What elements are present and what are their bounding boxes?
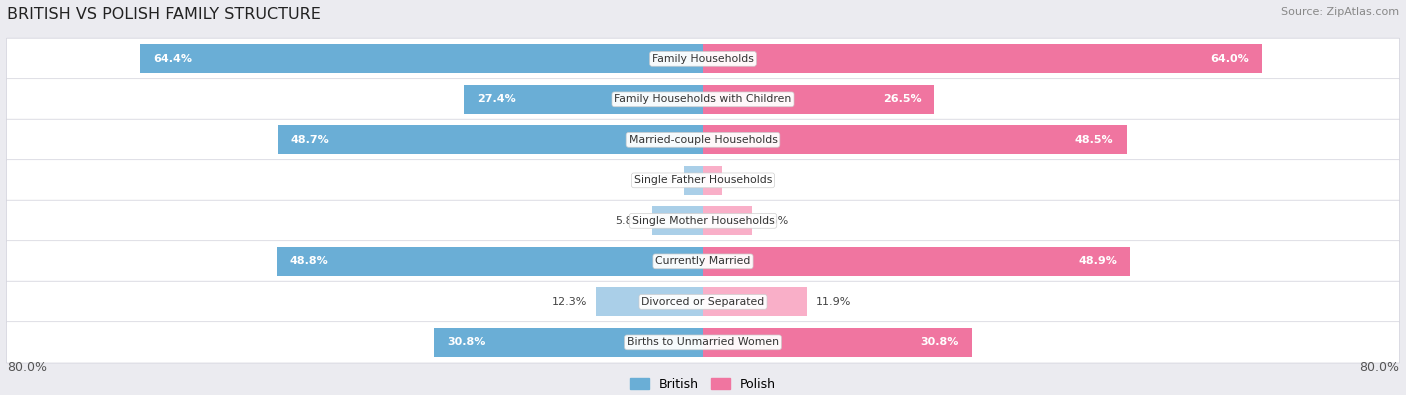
Bar — [141, 44, 703, 73]
Text: 80.0%: 80.0% — [7, 361, 46, 374]
Bar — [703, 287, 807, 316]
Text: 48.9%: 48.9% — [1078, 256, 1116, 266]
Text: 11.9%: 11.9% — [815, 297, 851, 307]
Text: 48.5%: 48.5% — [1076, 135, 1114, 145]
Text: 30.8%: 30.8% — [921, 337, 959, 347]
FancyBboxPatch shape — [7, 38, 1399, 79]
Text: 5.8%: 5.8% — [616, 216, 644, 226]
Text: Married-couple Households: Married-couple Households — [628, 135, 778, 145]
Bar — [464, 85, 703, 114]
Text: Currently Married: Currently Married — [655, 256, 751, 266]
Text: 64.0%: 64.0% — [1211, 54, 1249, 64]
Text: 5.6%: 5.6% — [761, 216, 789, 226]
Bar — [683, 166, 703, 195]
Text: Family Households with Children: Family Households with Children — [614, 94, 792, 104]
Bar — [277, 125, 703, 154]
Text: 64.4%: 64.4% — [153, 54, 193, 64]
Bar — [652, 206, 703, 235]
Text: 2.2%: 2.2% — [731, 175, 759, 185]
Bar — [703, 328, 972, 357]
Bar — [703, 85, 935, 114]
Text: 48.7%: 48.7% — [291, 135, 329, 145]
Text: 12.3%: 12.3% — [551, 297, 586, 307]
Text: 26.5%: 26.5% — [883, 94, 921, 104]
FancyBboxPatch shape — [7, 79, 1399, 120]
FancyBboxPatch shape — [7, 119, 1399, 160]
Bar — [703, 44, 1263, 73]
Text: 30.8%: 30.8% — [447, 337, 485, 347]
Text: Single Mother Households: Single Mother Households — [631, 216, 775, 226]
Bar — [596, 287, 703, 316]
FancyBboxPatch shape — [7, 281, 1399, 323]
Text: Family Households: Family Households — [652, 54, 754, 64]
Text: 80.0%: 80.0% — [1360, 361, 1399, 374]
Bar — [703, 166, 723, 195]
Bar — [703, 247, 1130, 276]
Text: Births to Unmarried Women: Births to Unmarried Women — [627, 337, 779, 347]
Bar — [703, 125, 1126, 154]
FancyBboxPatch shape — [7, 241, 1399, 282]
Text: BRITISH VS POLISH FAMILY STRUCTURE: BRITISH VS POLISH FAMILY STRUCTURE — [7, 7, 321, 22]
Bar — [703, 206, 752, 235]
Legend: British, Polish: British, Polish — [626, 373, 780, 395]
FancyBboxPatch shape — [7, 322, 1399, 363]
Text: Source: ZipAtlas.com: Source: ZipAtlas.com — [1281, 7, 1399, 17]
Text: 48.8%: 48.8% — [290, 256, 329, 266]
Bar — [277, 247, 703, 276]
Text: 2.2%: 2.2% — [647, 175, 675, 185]
Text: Divorced or Separated: Divorced or Separated — [641, 297, 765, 307]
Text: Single Father Households: Single Father Households — [634, 175, 772, 185]
FancyBboxPatch shape — [7, 160, 1399, 201]
FancyBboxPatch shape — [7, 200, 1399, 241]
Text: 27.4%: 27.4% — [477, 94, 516, 104]
Bar — [434, 328, 703, 357]
